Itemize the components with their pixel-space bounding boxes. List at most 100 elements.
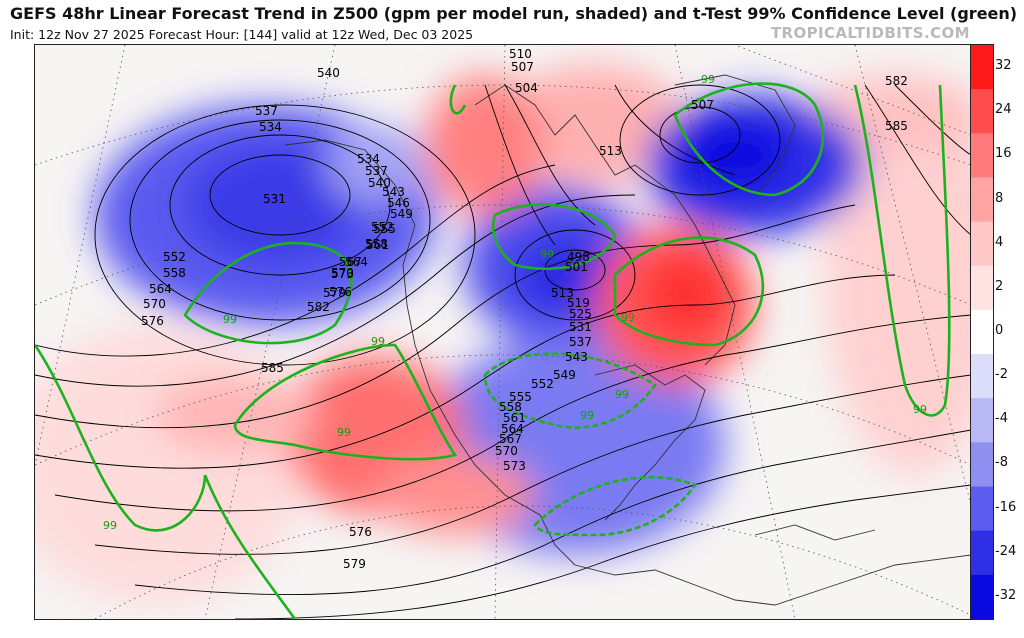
contour-label: 555	[509, 390, 532, 404]
contour-label: 567	[339, 255, 362, 269]
colorbar-tick-label: 16	[995, 146, 1012, 162]
colorbar-tick-label: 32	[995, 58, 1012, 74]
map-canvas: 540 537 534 531 534 537 540 543 546 549 …	[35, 45, 971, 619]
colorbar-tick-label: -24	[995, 543, 1017, 559]
contour-label: 501	[565, 260, 588, 274]
contour-label: 549	[390, 207, 413, 221]
confidence-label: 99	[103, 519, 117, 532]
contour-label: 582	[885, 74, 908, 88]
confidence-contours	[35, 82, 951, 619]
colorbar-swatch	[971, 177, 993, 223]
contour-label: 570	[331, 266, 354, 280]
map-title: GEFS 48hr Linear Forecast Trend in Z500 …	[10, 4, 1018, 23]
contour-label: 537	[255, 104, 278, 118]
contour-label: 564	[501, 422, 524, 436]
confidence-label: 99	[337, 426, 351, 439]
contour-label: 582	[307, 300, 330, 314]
contour-label: 585	[885, 119, 908, 133]
contour-label: 534	[357, 152, 380, 166]
contour-label-group: 540 537 534 531 534 537 540 543 546 549 …	[141, 47, 908, 571]
contour-label: 498	[567, 250, 590, 264]
contour-label: 537	[365, 164, 388, 178]
colorbar-tick-label: -4	[995, 411, 1008, 427]
confidence-label: 99	[615, 388, 629, 401]
contour-label: 564	[149, 282, 172, 296]
contour-label: 570	[143, 297, 166, 311]
contour-label: 549	[553, 368, 576, 382]
contour-label: 573	[503, 459, 526, 473]
colorbar-swatch	[971, 398, 993, 443]
contour-label: 561	[366, 238, 389, 252]
contour-label: 525	[569, 307, 592, 321]
colorbar-tick-label: 8	[995, 190, 1004, 206]
confidence-label-group: 99 99 99 99 99 99 99 99 99 99	[103, 73, 927, 532]
contour-label: 543	[565, 350, 588, 364]
colorbar-tick-label: -16	[995, 499, 1017, 515]
colorbar-tick-label: -32	[995, 587, 1017, 603]
contour-label: 546	[387, 196, 410, 210]
contour-label: 510	[509, 47, 532, 61]
contour-label: 540	[368, 176, 391, 190]
colorbar-tick-label: -2	[995, 367, 1008, 383]
colorbar-tick-label: -8	[995, 455, 1008, 471]
contour-label: 507	[691, 98, 714, 112]
contour-label: 513	[599, 144, 622, 158]
contour-label: 576	[349, 525, 372, 539]
contour-label: 576	[141, 314, 164, 328]
contour-label: 552	[163, 250, 186, 264]
confidence-label: 99	[223, 313, 237, 326]
contour-label: 552	[531, 377, 554, 391]
colorbar-swatch	[971, 530, 993, 576]
contour-label: 573	[331, 267, 354, 281]
confidence-label: 99	[913, 403, 927, 416]
confidence-label: 99	[580, 409, 594, 422]
colorbar-swatch	[971, 309, 993, 355]
contour-label: 579	[343, 557, 366, 571]
contour-label: 555	[373, 222, 396, 236]
colorbar-swatch	[971, 221, 993, 267]
contour-label: 543	[382, 185, 405, 199]
latlon-grid	[35, 45, 971, 619]
height-contours	[35, 84, 971, 619]
coastlines	[284, 74, 971, 606]
contour-label: 531	[263, 192, 286, 206]
colorbar-swatch	[971, 89, 993, 134]
contour-label: 564	[345, 255, 368, 269]
confidence-label: 99	[621, 311, 635, 324]
contour-label: 519	[567, 296, 590, 310]
contour-label: 537	[569, 335, 592, 349]
colorbar-swatch	[971, 354, 993, 399]
colorbar-tick-label: 2	[995, 278, 1004, 294]
contour-label: 576	[329, 285, 352, 299]
confidence-label: 99	[540, 248, 554, 261]
contour-label: 531	[569, 320, 592, 334]
contour-label: 579	[323, 286, 346, 300]
contour-label: 507	[511, 60, 534, 74]
colorbar-swatch	[971, 265, 993, 311]
colorbar-tick-label: 0	[995, 323, 1004, 338]
colorbar-tick-label: 24	[995, 102, 1012, 118]
contour-label: 513	[551, 286, 574, 300]
contour-label: 558	[365, 237, 388, 251]
contour-label: 558	[163, 266, 186, 280]
colorbar-swatch	[971, 45, 993, 90]
contour-label: 570	[495, 444, 518, 458]
colorbar-tick-label: 4	[995, 234, 1004, 250]
forecast-map: 540 537 534 531 534 537 540 543 546 549 …	[34, 44, 972, 620]
colorbar-swatch	[971, 486, 993, 532]
contour-label: 585	[261, 361, 284, 375]
contour-label: 504	[515, 81, 538, 95]
contour-label: 558	[499, 400, 522, 414]
contour-label: 552	[371, 220, 394, 234]
colorbar	[970, 44, 994, 620]
shading-layer	[35, 65, 971, 605]
colorbar-canvas	[971, 45, 993, 620]
confidence-label: 99	[371, 335, 385, 348]
contour-label: 567	[499, 432, 522, 446]
brand-watermark: TROPICALTIDBITS.COM	[770, 24, 970, 42]
confidence-label: 99	[701, 73, 715, 86]
contour-label: 540	[317, 66, 340, 80]
contour-label: 534	[259, 120, 282, 134]
colorbar-swatch	[971, 574, 993, 620]
map-subtitle: Init: 12z Nov 27 2025 Forecast Hour: [14…	[10, 27, 474, 42]
